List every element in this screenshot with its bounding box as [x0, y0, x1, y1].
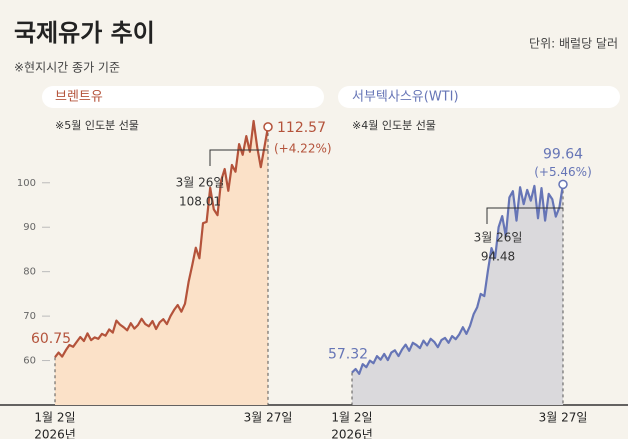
- line: [351, 184, 565, 375]
- callout-date: 3월 26일: [474, 231, 523, 245]
- y-tick-label: 90: [23, 222, 36, 233]
- change-label: (+5.46%): [534, 165, 592, 179]
- legend-label: 서부텍사스유(WTI): [352, 90, 459, 105]
- end-point: [558, 179, 568, 190]
- end-label: 99.64: [543, 146, 583, 162]
- legend-pill: [338, 86, 620, 108]
- y-tick-label: 70: [23, 311, 36, 322]
- x-tick-label: 1월 2일: [331, 411, 372, 425]
- start-label: 57.32: [328, 346, 368, 362]
- change-label: (+4.22%): [274, 141, 332, 155]
- x-tick-label: 3월 27일: [244, 411, 293, 425]
- note: ※4월 인도분 선물: [352, 119, 436, 132]
- x-tick-label: 3월 27일: [539, 411, 588, 425]
- year-label: 2026년: [34, 428, 76, 439]
- end-label: 112.57: [277, 120, 326, 136]
- note: ※5월 인도분 선물: [55, 119, 139, 132]
- title: 국제유가 추이: [14, 19, 155, 47]
- y-tick-label: 80: [23, 267, 36, 278]
- callout-bracket: [209, 149, 269, 166]
- start-label: 60.75: [31, 331, 71, 347]
- legend-pill: [42, 86, 324, 108]
- line: [54, 119, 270, 358]
- year-label: 2026년: [331, 428, 373, 439]
- legend-label: 브렌트유: [55, 90, 103, 105]
- area: [352, 184, 563, 405]
- subtitle: ※현지시간 종가 기준: [14, 61, 120, 75]
- callout-value: 108.01: [179, 195, 221, 209]
- x-tick-label: 1월 2일: [34, 411, 75, 425]
- y-tick-label: 60: [23, 356, 36, 367]
- area: [55, 121, 268, 405]
- callout-date: 3월 26일: [176, 176, 225, 190]
- callout-value: 94.48: [481, 250, 515, 264]
- y-tick-label: 100: [17, 178, 36, 189]
- end-point: [263, 122, 273, 132]
- unit: 단위: 배럴당 달러: [529, 37, 618, 51]
- callout-bracket: [486, 207, 564, 224]
